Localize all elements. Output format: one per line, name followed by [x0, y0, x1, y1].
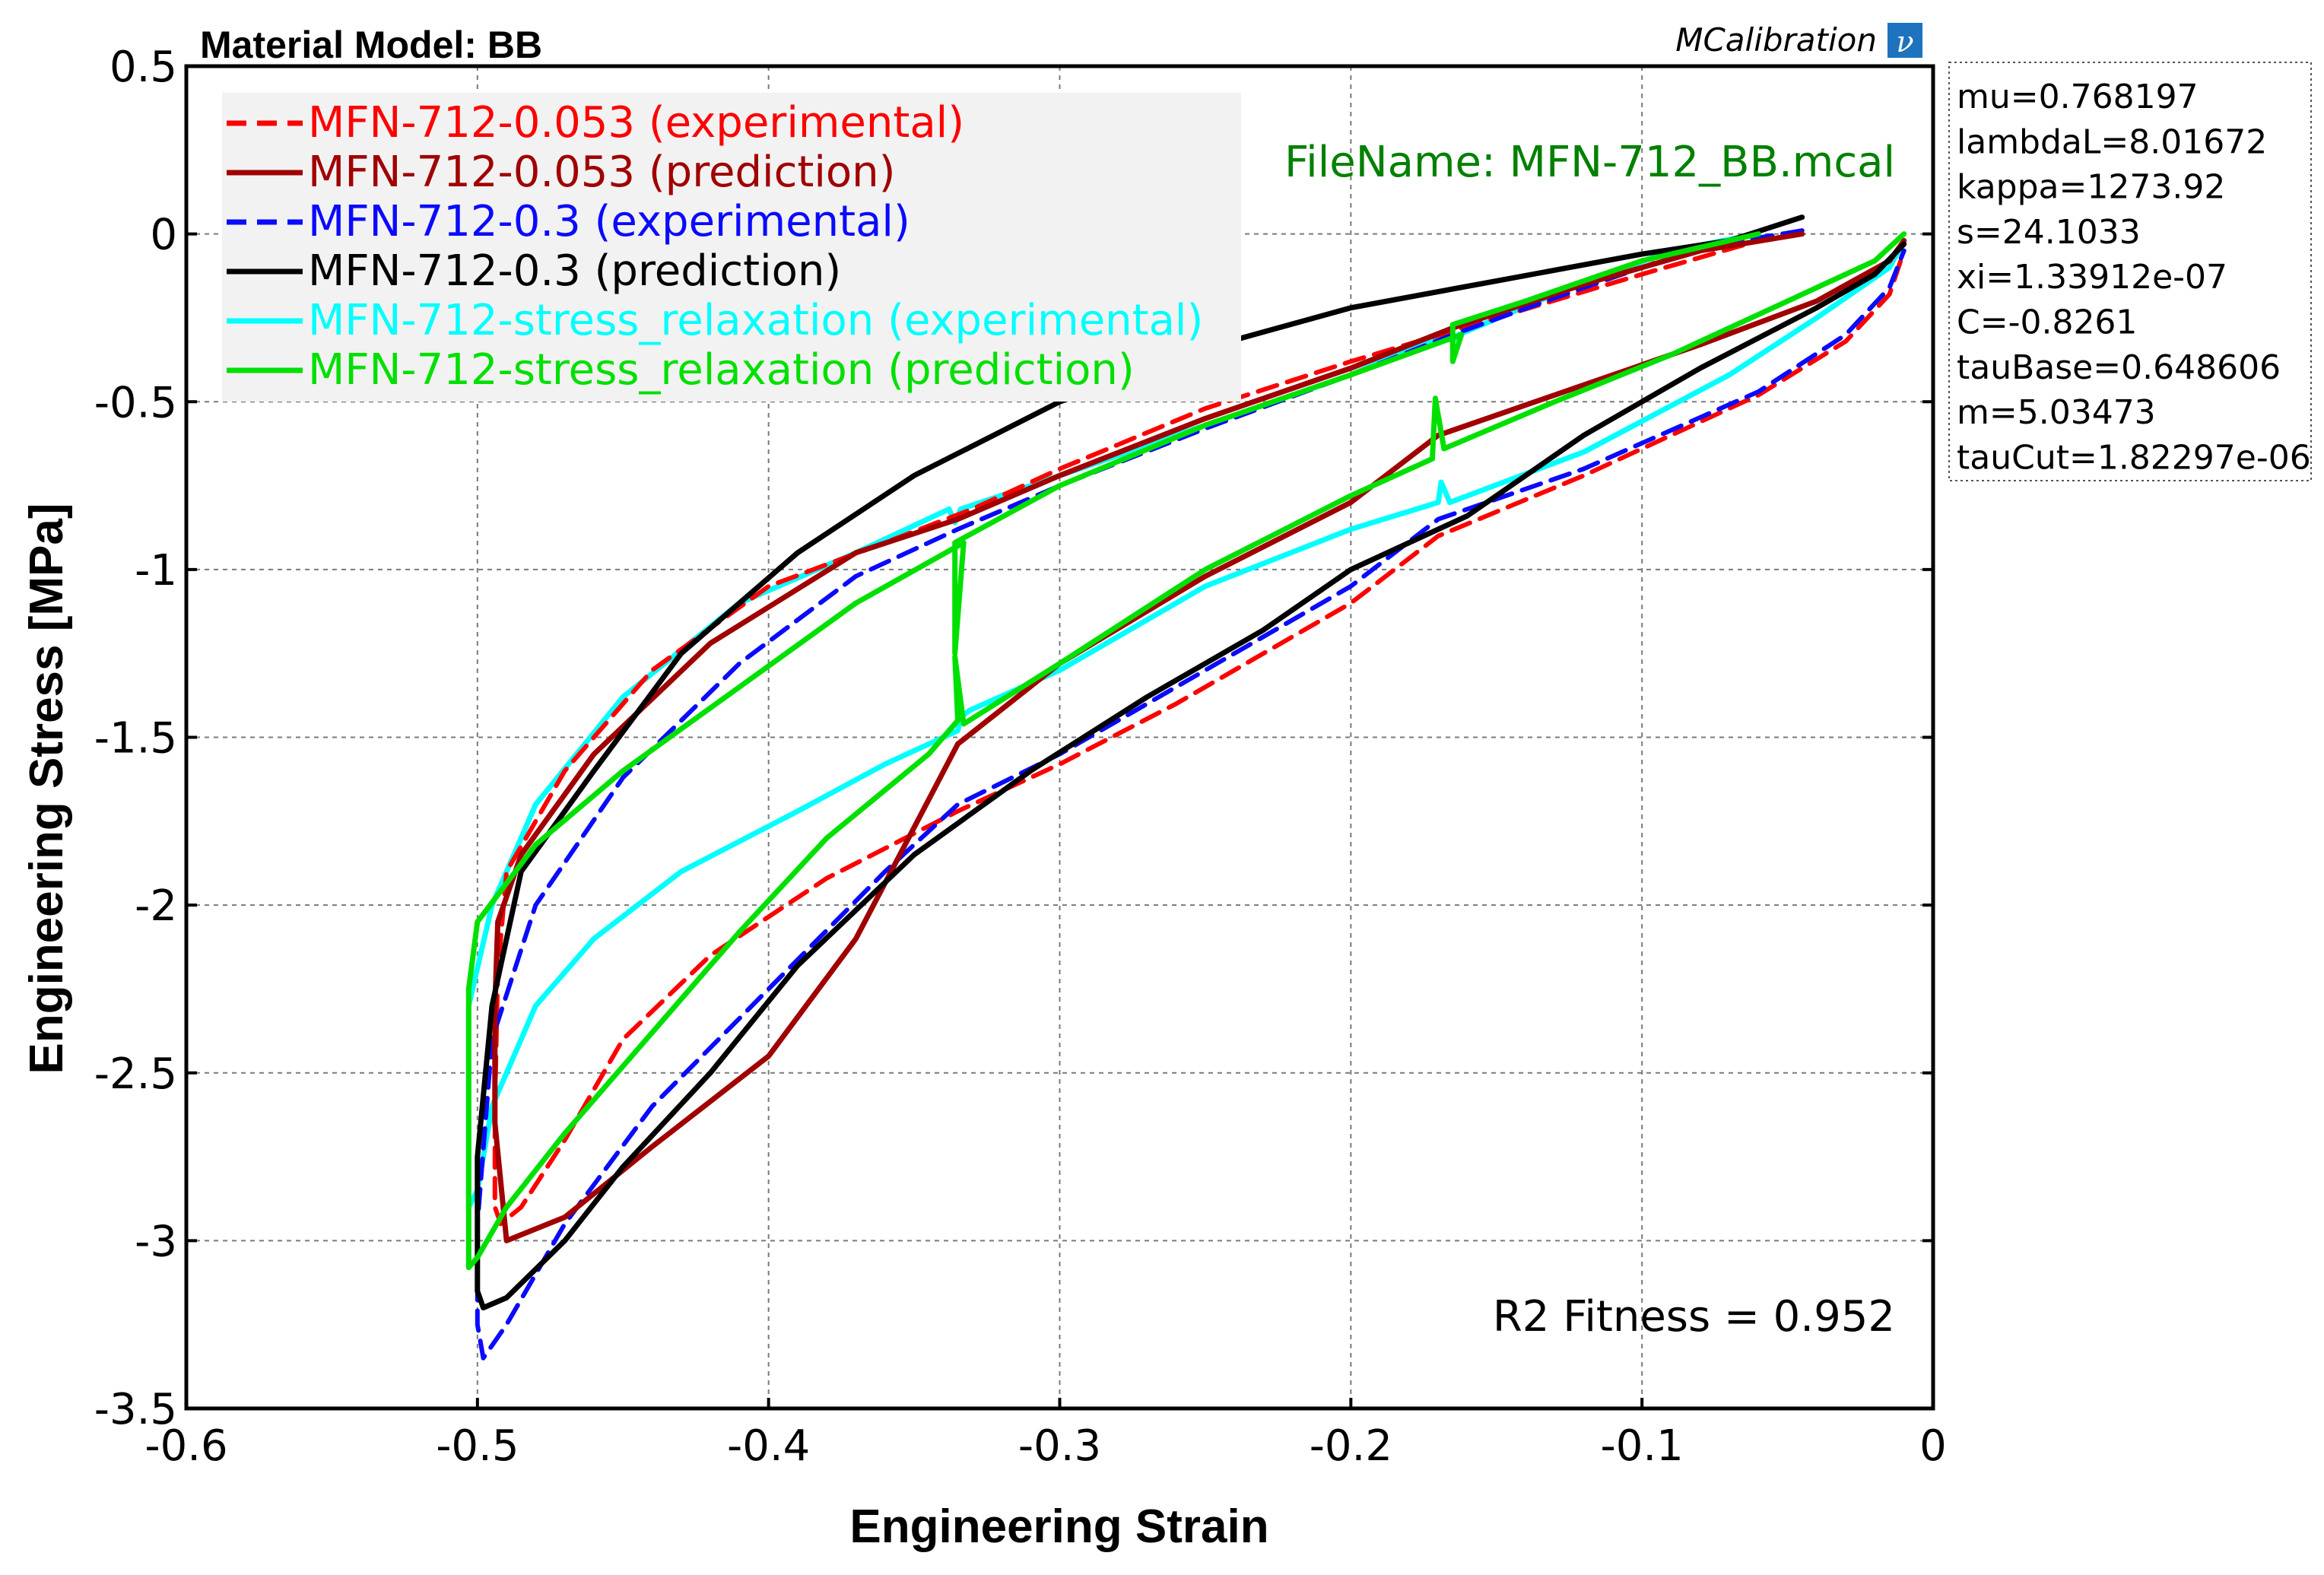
parameters-list: mu=0.768197 lambdaL=8.01672 kappa=1273.92 s… — [1957, 78, 2311, 477]
legend: MFN-712-0.053 (experimental)MFN-712-0.05… — [227, 98, 1203, 395]
y-tick-label: -3.5 — [94, 1385, 177, 1434]
x-axis-label: Engineering Strain — [849, 1500, 1268, 1553]
x-tick-label: -0.2 — [1310, 1421, 1392, 1471]
mcalibration-logo-icon: ν — [1887, 23, 1922, 59]
parameter-value: C=-0.8261 — [1957, 303, 2137, 342]
legend-entry: MFN-712-0.3 (prediction) — [308, 246, 841, 296]
y-tick-label: -1.5 — [94, 714, 177, 764]
fitness-annotation: R2 Fitness = 0.952 — [1493, 1292, 1895, 1342]
y-axis-label: Engineering Stress [MPa] — [21, 503, 73, 1074]
parameter-value: mu=0.768197 — [1957, 78, 2199, 116]
parameter-value: s=24.1033 — [1957, 213, 2141, 252]
y-tick-label: -2.5 — [94, 1049, 177, 1099]
ticks: -0.6 -0.5 -0.4 -0.3 -0.2 -0.1 0 0.5 0 -0.5 -1 -1.5 -… — [94, 43, 1947, 1471]
legend-entry: MFN-712-0.3 (experimental) — [308, 197, 910, 246]
y-tick-label: -0.5 — [94, 378, 177, 427]
y-tick-label: -3 — [135, 1217, 177, 1266]
series-line-2 — [475, 228, 1907, 1361]
x-tick-label: -0.3 — [1018, 1421, 1101, 1471]
series-layer — [465, 214, 1907, 1361]
filename-annotation: FileName: MFN-712_BB.mcal — [1284, 138, 1895, 187]
chart-title: Material Model: BB — [200, 24, 542, 66]
x-tick-label: -0.1 — [1601, 1421, 1684, 1471]
x-tick-label: -0.5 — [436, 1421, 519, 1471]
x-tick-label: -0.6 — [144, 1421, 227, 1471]
parameter-value: lambdaL=8.01672 — [1957, 122, 2267, 161]
brand-label: MCalibration — [1675, 21, 1877, 59]
parameter-value: tauBase=0.648606 — [1957, 348, 2281, 387]
svg-text:ν: ν — [1896, 25, 1913, 59]
y-tick-label: 0.5 — [110, 43, 177, 92]
parameters-box — [1948, 62, 2312, 481]
parameter-value: m=5.03473 — [1957, 393, 2156, 432]
legend-entry: MFN-712-0.053 (prediction) — [308, 148, 896, 197]
parameter-value: kappa=1273.92 — [1957, 168, 2225, 207]
x-tick-label: 0 — [1919, 1421, 1947, 1471]
x-tick-label: -0.4 — [727, 1421, 810, 1471]
y-tick-label: 0 — [150, 211, 177, 260]
legend-entry: MFN-712-stress_relaxation (experimental) — [308, 296, 1203, 345]
legend-entry: MFN-712-stress_relaxation (prediction) — [308, 345, 1135, 395]
parameter-value: tauCut=1.82297e-06 — [1957, 438, 2311, 477]
series-line-1 — [492, 231, 1907, 1243]
legend-entry: MFN-712-0.053 (experimental) — [308, 98, 964, 148]
parameter-value: xi=1.33912e-07 — [1957, 258, 2227, 297]
legend-box — [222, 93, 1241, 402]
series-line-0 — [492, 228, 1907, 1227]
series-line-5 — [465, 231, 1907, 1271]
y-tick-label: -1 — [135, 546, 177, 595]
y-tick-label: -2 — [135, 881, 177, 931]
